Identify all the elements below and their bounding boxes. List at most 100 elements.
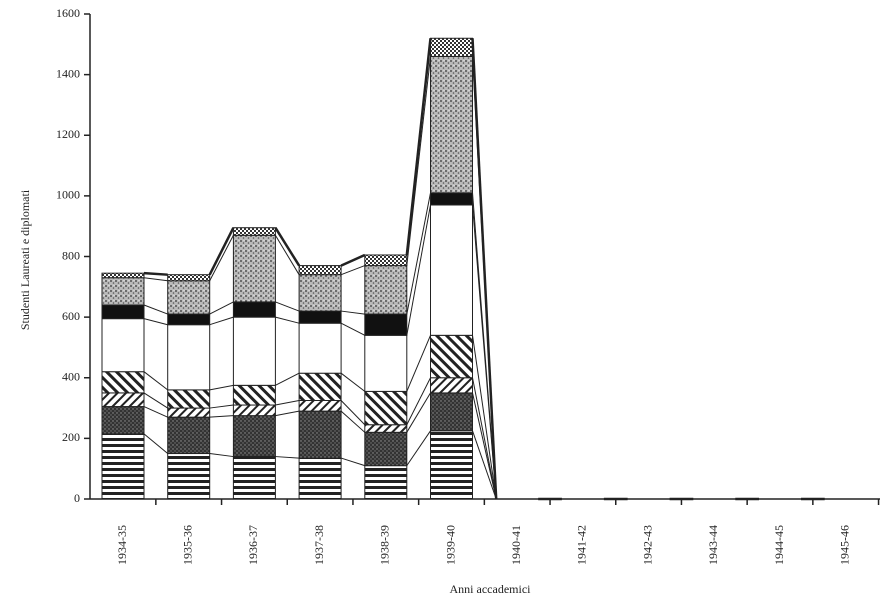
connector bbox=[143, 277, 168, 282]
connector bbox=[406, 335, 431, 392]
bar-segment bbox=[430, 204, 473, 336]
bar-segment bbox=[101, 272, 145, 279]
connector bbox=[340, 253, 366, 267]
bar-segment bbox=[101, 318, 145, 373]
bar-segment bbox=[298, 310, 342, 324]
connector bbox=[275, 372, 300, 386]
connector bbox=[275, 399, 300, 406]
x-tick-label: 1937-38 bbox=[312, 525, 326, 565]
bar-segment bbox=[298, 274, 342, 312]
connector bbox=[406, 392, 431, 433]
bar-segment bbox=[232, 227, 276, 236]
connector bbox=[143, 406, 168, 418]
connector bbox=[274, 227, 301, 267]
bar-segment bbox=[232, 301, 276, 318]
x-tick-label: 1935-36 bbox=[180, 525, 194, 565]
bar-segment bbox=[364, 431, 408, 467]
bar-segment bbox=[167, 313, 211, 326]
connector bbox=[341, 310, 365, 315]
connector bbox=[143, 433, 169, 454]
connector bbox=[472, 192, 497, 500]
connector bbox=[209, 404, 234, 409]
connector bbox=[143, 304, 168, 315]
bar-segment bbox=[298, 265, 342, 276]
bar-segment bbox=[364, 254, 408, 267]
connector bbox=[143, 318, 168, 326]
y-tick-label: 800 bbox=[62, 248, 80, 262]
y-tick-label: 600 bbox=[62, 309, 80, 323]
bar-segment bbox=[101, 304, 145, 320]
y-tick-label: 1600 bbox=[56, 6, 80, 20]
bar-segment bbox=[101, 433, 145, 500]
x-tick-label: 1940-41 bbox=[509, 525, 523, 565]
connector bbox=[406, 56, 431, 266]
bar-segment bbox=[430, 192, 473, 206]
bar-segment bbox=[232, 234, 276, 303]
connector bbox=[275, 456, 300, 459]
x-axis-label: Anni accademici bbox=[450, 582, 532, 596]
bar-segment bbox=[167, 407, 211, 418]
connector bbox=[340, 265, 365, 276]
connector bbox=[143, 371, 169, 391]
bar-segment bbox=[167, 280, 211, 315]
y-tick-label: 1400 bbox=[56, 66, 80, 80]
y-tick-label: 200 bbox=[62, 430, 80, 444]
connector bbox=[209, 415, 234, 418]
connector bbox=[472, 335, 497, 500]
x-tick-label: 1936-37 bbox=[246, 525, 260, 565]
connector bbox=[340, 457, 365, 467]
bar-segment bbox=[232, 404, 276, 417]
connector bbox=[275, 316, 300, 324]
connector bbox=[472, 377, 497, 500]
bar-segment bbox=[232, 415, 276, 458]
connector bbox=[209, 235, 234, 281]
x-tick-label: 1941-42 bbox=[575, 525, 589, 565]
bar-segment bbox=[298, 457, 342, 500]
connector bbox=[471, 38, 498, 500]
connector bbox=[406, 430, 431, 466]
y-tick-label: 1200 bbox=[56, 127, 80, 141]
bar-segment bbox=[364, 265, 408, 315]
bar-segment bbox=[167, 389, 211, 409]
bar-segment bbox=[364, 465, 408, 500]
bar-segment bbox=[167, 416, 211, 455]
x-tick-label: 1945-46 bbox=[837, 525, 851, 565]
connector bbox=[406, 204, 431, 336]
bar-segment bbox=[298, 322, 342, 374]
x-tick-label: 1944-45 bbox=[772, 525, 786, 565]
connector bbox=[208, 227, 235, 276]
y-tick-label: 0 bbox=[74, 491, 80, 505]
connector bbox=[405, 38, 432, 256]
bar-segment bbox=[430, 377, 473, 394]
x-tick-label: 1939-40 bbox=[443, 525, 457, 565]
bar-segment bbox=[298, 372, 342, 401]
bar-segment bbox=[364, 424, 408, 433]
connector bbox=[209, 301, 234, 315]
bar-segment bbox=[101, 277, 145, 306]
bar-segment bbox=[232, 384, 276, 406]
connector bbox=[340, 410, 366, 433]
connector bbox=[340, 322, 366, 336]
bar-segment bbox=[167, 274, 211, 282]
bar-segment bbox=[430, 392, 473, 432]
bar-segment bbox=[298, 410, 342, 459]
bar-segment bbox=[101, 406, 145, 435]
connector bbox=[340, 372, 366, 392]
bar-segment bbox=[430, 37, 473, 57]
connector bbox=[274, 235, 300, 275]
bar-segment bbox=[364, 390, 408, 426]
x-tick-label: 1943-44 bbox=[706, 525, 720, 565]
connector bbox=[472, 430, 497, 500]
connector bbox=[340, 400, 366, 426]
bar-segment bbox=[167, 453, 211, 500]
connector bbox=[209, 384, 234, 391]
x-tick-label: 1934-35 bbox=[115, 525, 129, 565]
connector bbox=[275, 410, 300, 417]
connector bbox=[406, 377, 431, 425]
bar-segment bbox=[298, 399, 342, 412]
connector bbox=[209, 316, 234, 326]
connector bbox=[275, 301, 300, 312]
bar-segment bbox=[167, 324, 211, 391]
y-tick-label: 400 bbox=[62, 370, 80, 384]
